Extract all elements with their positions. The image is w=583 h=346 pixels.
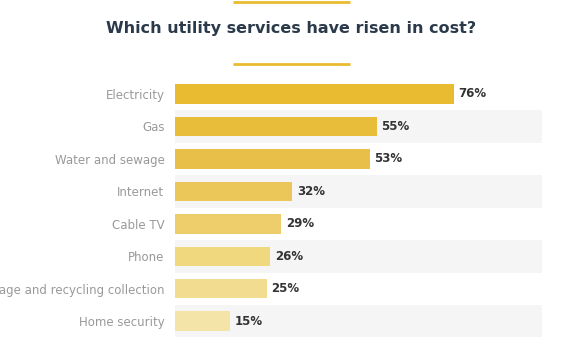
Bar [175,279,267,299]
Text: 53%: 53% [374,152,402,165]
Bar [175,214,282,234]
Text: 26%: 26% [275,250,303,263]
Bar [175,143,542,175]
Text: 32%: 32% [297,185,325,198]
Bar [175,110,542,143]
Text: 15%: 15% [234,315,262,328]
Bar [175,182,293,201]
Text: 55%: 55% [381,120,410,133]
Bar [175,84,454,104]
Text: 25%: 25% [271,282,299,295]
Text: Which utility services have risen in cost?: Which utility services have risen in cos… [107,21,476,36]
Bar [175,149,370,169]
Text: 29%: 29% [286,217,314,230]
Bar [175,117,377,136]
Bar [175,175,542,208]
Bar [175,305,542,337]
Bar [175,247,271,266]
Bar [175,78,542,110]
Bar [175,240,542,273]
Text: 76%: 76% [458,88,487,100]
Bar [175,273,542,305]
Bar [175,208,542,240]
Bar [175,311,230,331]
